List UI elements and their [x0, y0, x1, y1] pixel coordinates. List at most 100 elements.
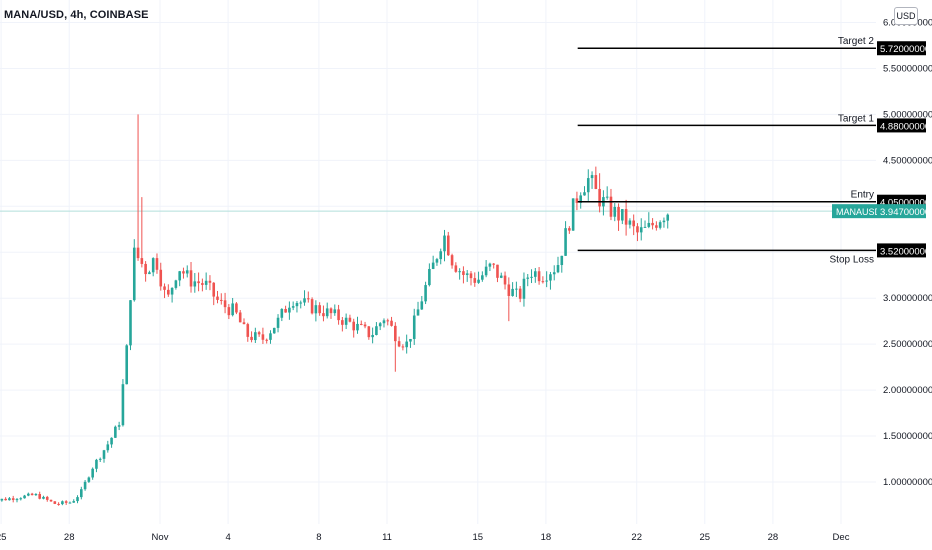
- candle: [356, 323, 359, 331]
- candle: [117, 425, 121, 427]
- y-tick-label: 2.50000000: [883, 339, 932, 350]
- candle: [235, 303, 238, 313]
- candle: [409, 338, 412, 342]
- candle: [412, 315, 416, 339]
- candle: [420, 301, 424, 310]
- candle: [541, 281, 545, 283]
- candle: [643, 226, 647, 228]
- candle: [314, 305, 318, 314]
- candle: [397, 341, 401, 347]
- candle: [42, 496, 45, 499]
- candle: [386, 320, 390, 322]
- x-tick-label: Nov: [152, 532, 169, 543]
- candle: [651, 222, 654, 226]
- candle: [617, 206, 620, 221]
- y-tick-label: 5.00000000: [883, 109, 932, 120]
- candle: [473, 278, 477, 283]
- currency-button[interactable]: USD: [894, 7, 918, 25]
- candle: [91, 468, 94, 478]
- candle: [219, 299, 223, 301]
- candle: [170, 287, 174, 295]
- y-tick-label: 5.50000000: [883, 63, 932, 74]
- candle: [378, 323, 382, 327]
- candle: [568, 228, 571, 231]
- level-price-badge: [877, 41, 926, 56]
- candle: [367, 326, 371, 338]
- level-price-label: 4.05000000: [880, 198, 930, 209]
- candle: [155, 258, 159, 270]
- level-label: Target 1: [838, 113, 875, 124]
- candle: [416, 309, 420, 316]
- candle: [348, 317, 352, 322]
- candle: [49, 499, 53, 502]
- candle: [613, 206, 617, 217]
- candle: [655, 225, 658, 228]
- candle: [325, 308, 329, 317]
- candle: [632, 220, 635, 227]
- candle: [556, 265, 560, 273]
- candle: [102, 450, 106, 459]
- candle: [484, 266, 488, 276]
- symbol-label: MANAUSD: [836, 207, 882, 217]
- candle: [30, 493, 34, 496]
- candle: [269, 333, 272, 340]
- candle: [57, 503, 60, 505]
- candle: [518, 288, 522, 299]
- candle: [288, 307, 291, 313]
- candle: [148, 272, 151, 275]
- last-price-label: 3.94700000: [880, 207, 930, 218]
- y-tick-label: 4.50000000: [883, 155, 932, 166]
- candle: [375, 326, 378, 335]
- candle: [344, 317, 348, 325]
- candle: [621, 209, 624, 221]
- candle: [658, 222, 662, 228]
- x-tick-label: 8: [316, 532, 321, 543]
- candle: [481, 275, 484, 280]
- candle: [666, 214, 670, 221]
- candle: [189, 270, 193, 287]
- candle: [405, 341, 408, 348]
- candle: [435, 259, 439, 263]
- y-tick-label: 3.00000000: [883, 293, 932, 304]
- candle: [499, 275, 503, 278]
- candle: [95, 459, 98, 469]
- candle: [322, 313, 325, 317]
- candle: [390, 320, 393, 326]
- candle: [439, 251, 443, 260]
- y-tick-label: 1.50000000: [883, 431, 932, 442]
- candle: [159, 269, 163, 287]
- candle: [23, 495, 26, 499]
- candle: [503, 275, 507, 285]
- candle: [401, 346, 405, 348]
- candle: [552, 272, 556, 275]
- candle: [106, 444, 110, 451]
- last-price-badge: [877, 204, 926, 219]
- candle: [394, 325, 397, 342]
- y-tick-label: 1.00000000: [883, 477, 932, 488]
- y-tick-label: 2.00000000: [883, 385, 932, 396]
- candle: [284, 308, 287, 313]
- candle: [639, 227, 643, 233]
- candle: [201, 283, 204, 285]
- candle: [318, 305, 321, 314]
- candle: [151, 258, 155, 273]
- candle: [38, 494, 41, 499]
- candle: [280, 308, 284, 318]
- candle: [428, 268, 431, 286]
- candle: [458, 271, 461, 273]
- candle: [469, 273, 473, 279]
- x-tick-label: 15: [473, 532, 484, 543]
- candle: [530, 276, 533, 278]
- level-price-label: 5.72000000: [880, 44, 930, 55]
- candle: [61, 501, 64, 505]
- x-tick-label: Dec: [833, 532, 850, 543]
- candle: [34, 494, 38, 496]
- candle: [586, 178, 590, 193]
- candle: [424, 285, 427, 302]
- candle: [583, 192, 586, 196]
- candle: [594, 175, 598, 189]
- x-tick-label: 25: [700, 532, 711, 543]
- candle: [265, 339, 268, 341]
- candle: [560, 255, 564, 266]
